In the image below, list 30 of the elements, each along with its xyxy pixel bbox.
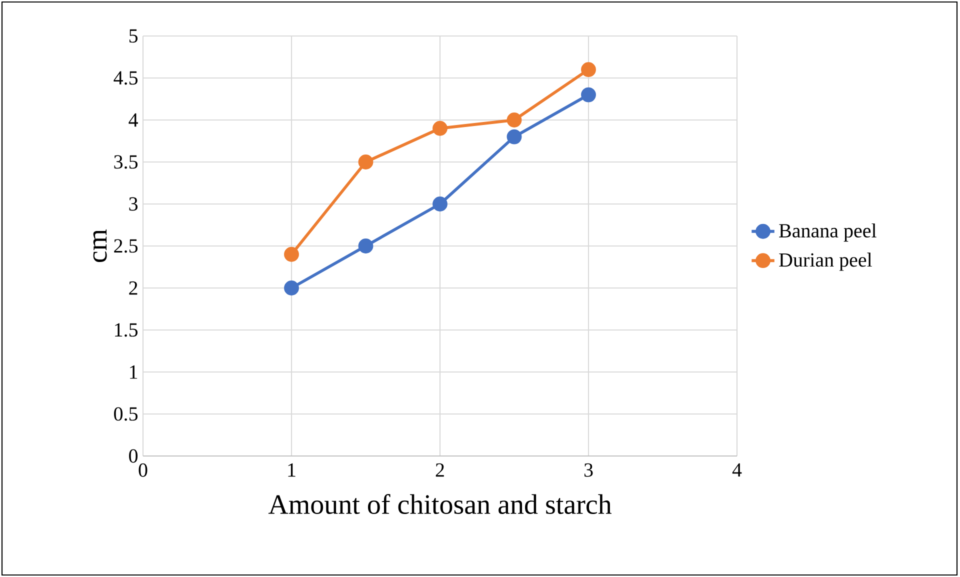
- legend-label: Durian peel: [779, 252, 872, 271]
- x-tick-label: 0: [138, 463, 148, 477]
- x-tick-label: 4: [732, 463, 742, 477]
- point: [284, 246, 299, 262]
- y-axis-title: cm: [93, 229, 107, 262]
- y-tick-label: 0.5: [114, 407, 138, 421]
- y-tick-label: 1.5: [115, 323, 138, 337]
- y-tick-label: 3.5: [114, 155, 138, 169]
- point: [358, 238, 374, 254]
- point: [506, 112, 522, 128]
- point: [284, 280, 299, 296]
- x-tick-label: 3: [584, 463, 593, 477]
- point: [432, 120, 448, 136]
- y-tick-label: 1: [130, 365, 138, 379]
- y-tick-label: 2.5: [114, 239, 138, 253]
- x-axis-title: Amount of chitosan and starch: [268, 494, 612, 514]
- point: [581, 87, 596, 102]
- y-tick-label: 4: [128, 113, 138, 127]
- y-tick-label: 0: [129, 449, 138, 463]
- y-tick-label: 3: [129, 197, 138, 211]
- legend-label: Banana peel: [779, 223, 876, 242]
- point: [432, 196, 448, 212]
- point: [358, 154, 374, 170]
- y-tick-label: 4.5: [114, 71, 138, 85]
- x-tick-label: 2: [436, 463, 444, 477]
- point: [581, 62, 596, 78]
- y-tick-label: 2: [129, 281, 138, 295]
- y-tick-label: 5: [129, 29, 138, 43]
- point: [506, 129, 522, 144]
- x-tick-label: 1: [288, 463, 296, 477]
